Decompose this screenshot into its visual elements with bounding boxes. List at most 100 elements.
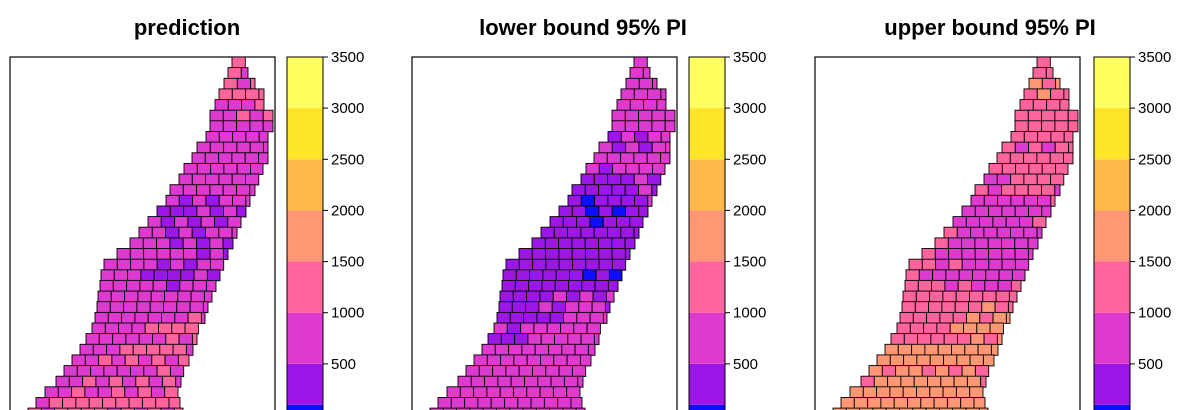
map-cell — [116, 248, 131, 260]
map-cell — [88, 397, 103, 409]
map-cell — [526, 386, 541, 399]
map-cell — [190, 290, 205, 303]
map-cell — [974, 205, 990, 218]
map-cell — [557, 397, 572, 409]
map-cell — [867, 397, 882, 409]
map-cell — [192, 279, 207, 292]
map-cell — [218, 131, 234, 143]
map-cell — [917, 333, 932, 346]
map-cell — [996, 226, 1011, 239]
map-cell — [196, 205, 211, 218]
map-cell — [1063, 152, 1074, 165]
map-cell — [1041, 184, 1056, 197]
map-cell — [594, 194, 609, 207]
map-cell — [501, 279, 516, 292]
map-cell — [484, 375, 499, 388]
map-cell — [1041, 205, 1052, 218]
map-cell — [589, 216, 604, 229]
map-cell — [936, 322, 951, 335]
map-cell — [593, 226, 608, 239]
map-cell — [177, 290, 192, 303]
map-cell — [581, 279, 596, 292]
map-cell — [607, 226, 622, 239]
map-cell — [222, 109, 238, 122]
map-cell — [605, 290, 615, 303]
map-cell — [889, 354, 905, 367]
map-cell — [956, 354, 971, 367]
map-cell — [1032, 216, 1047, 229]
map-cell — [151, 226, 167, 239]
map-cell — [620, 152, 635, 165]
map-cell — [624, 120, 640, 133]
map-cell — [1055, 77, 1061, 90]
map-cell — [136, 301, 151, 314]
map-cell — [1014, 141, 1030, 154]
colorbar-bin — [689, 363, 725, 405]
map-cell — [970, 226, 985, 239]
map-cell — [1023, 88, 1038, 101]
map-cell — [232, 194, 247, 207]
map-cell — [214, 99, 229, 112]
map-cell — [544, 237, 560, 250]
map-cell — [611, 120, 626, 133]
map-cell — [459, 386, 475, 399]
map-cell — [96, 301, 111, 314]
map-cell — [915, 290, 931, 303]
colorbar-bin — [1094, 312, 1130, 364]
map-cell — [119, 343, 134, 356]
map-cell — [996, 152, 1011, 165]
map-cell — [1005, 216, 1020, 229]
map-cell — [129, 248, 145, 260]
map-cell — [952, 407, 967, 410]
map-cell — [55, 375, 70, 388]
plot-frame — [411, 56, 678, 410]
map-cell — [122, 375, 137, 388]
colorbar-bin — [287, 210, 323, 262]
map-cell — [168, 397, 181, 409]
colorbar-border — [1093, 56, 1131, 410]
map-cell — [976, 322, 991, 335]
map-cell — [582, 269, 597, 282]
map-cell — [935, 365, 950, 378]
map-cell — [164, 290, 179, 303]
map-cell — [509, 407, 524, 410]
map-cell — [196, 258, 211, 271]
colorbar-tick-label: 1500 — [1138, 254, 1171, 271]
map-cell — [254, 99, 265, 112]
map-cell — [191, 226, 206, 239]
map-cell — [62, 397, 77, 409]
map-cell — [520, 322, 535, 335]
map-cell — [656, 99, 667, 112]
map-cell — [196, 184, 211, 197]
map-cell — [1014, 205, 1029, 218]
map-cell — [163, 301, 178, 314]
map-cell — [974, 248, 989, 260]
map-cell — [912, 407, 927, 410]
map-cell — [920, 397, 935, 409]
map-cell — [79, 343, 94, 356]
map-cell — [140, 269, 155, 282]
map-cell — [200, 216, 215, 229]
map-cell — [620, 226, 635, 239]
map-cell — [994, 301, 1009, 314]
map-cell — [156, 365, 171, 378]
map-cell — [908, 365, 923, 378]
colorbar-bin — [1094, 363, 1130, 405]
map-cell — [178, 226, 193, 239]
map-cell — [584, 237, 599, 250]
map-cell — [937, 343, 952, 356]
colorbar-bin — [689, 312, 725, 364]
map-cell — [473, 354, 488, 367]
map-cell — [499, 290, 514, 303]
map-cell — [204, 152, 220, 165]
map-cell — [169, 205, 185, 218]
map-cell — [35, 397, 50, 409]
map-cell — [494, 343, 510, 356]
map-cell — [934, 248, 950, 260]
map-cell — [184, 322, 199, 335]
map-cell — [579, 290, 594, 303]
colorbar-tick-label: 3000 — [331, 100, 364, 117]
map-cell — [974, 237, 989, 250]
map-cell — [258, 131, 269, 143]
